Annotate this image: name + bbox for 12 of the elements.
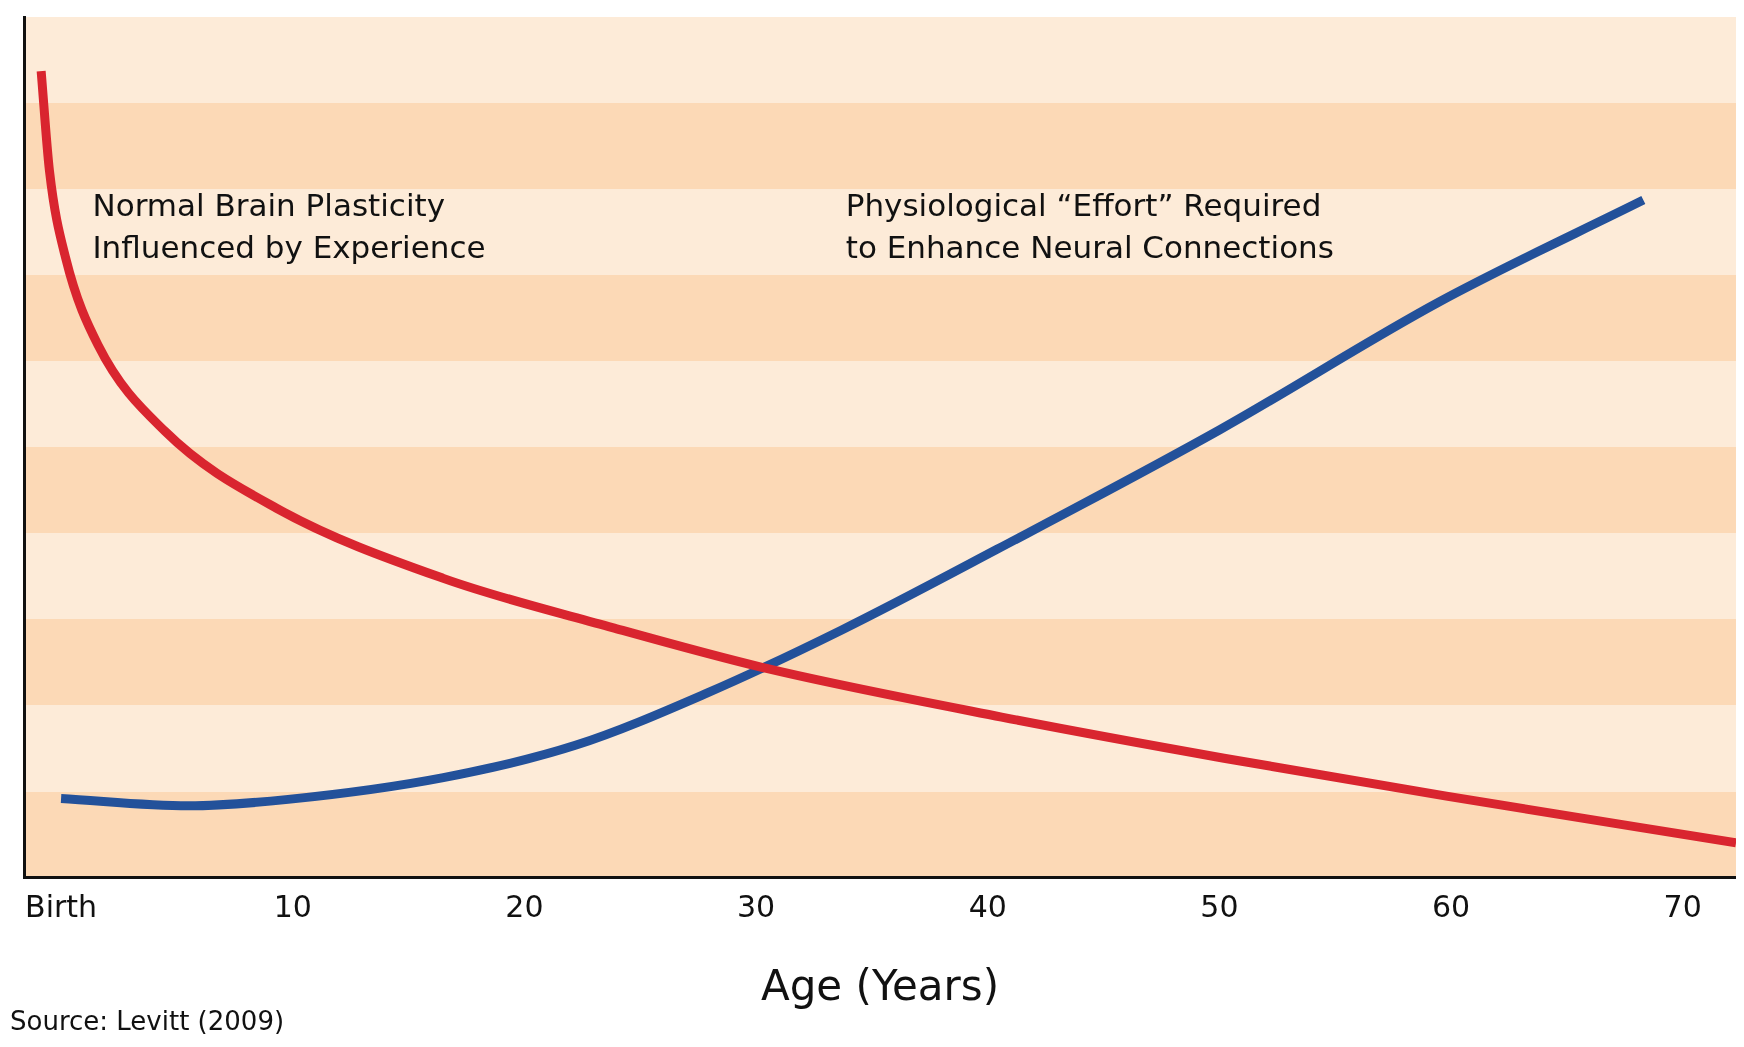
x-tick-label: 70	[1663, 889, 1702, 925]
x-tick-label: 10	[273, 889, 312, 925]
source-note: Source: Levitt (2009)	[10, 1006, 285, 1036]
series-label: Normal Brain Plasticity Influenced by Experience	[92, 187, 486, 266]
x-tick-label: 20	[505, 889, 544, 925]
x-tick-label: Birth	[25, 889, 98, 925]
x-axis-title: Age (Years)	[760, 960, 1000, 1010]
x-tick-label: 50	[1200, 889, 1239, 925]
x-tick-label: 40	[968, 889, 1007, 925]
x-tick-label: 60	[1431, 889, 1471, 925]
text: Physiological “Effort” Required to Enhance Neural Connections	[845, 187, 1334, 266]
x-tick-label: 30	[736, 889, 776, 925]
